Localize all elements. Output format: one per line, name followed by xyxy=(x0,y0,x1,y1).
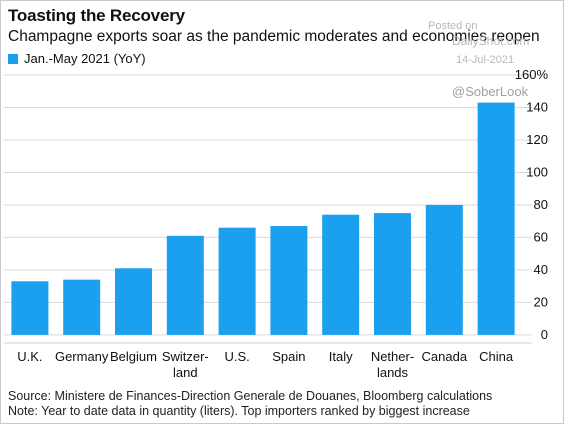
x-tick-label: Italy xyxy=(329,349,353,364)
footer: Source: Ministere de Finances-Direction … xyxy=(8,389,492,419)
bar xyxy=(218,227,256,335)
x-tick-label: Belgium xyxy=(110,349,157,364)
watermark-handle: @SoberLook xyxy=(452,84,529,99)
data-note: Note: Year to date data in quantity (lit… xyxy=(8,404,470,418)
chart-title: Toasting the Recovery xyxy=(8,6,185,25)
bar xyxy=(425,204,463,335)
bar xyxy=(322,214,360,335)
y-tick-label: 120 xyxy=(526,132,548,147)
chart-subtitle: Champagne exports soar as the pandemic m… xyxy=(8,28,540,45)
x-tick-label: Canada xyxy=(422,349,468,364)
bar xyxy=(115,268,152,335)
watermark-posted-on: Posted on xyxy=(428,20,478,32)
y-tick-label: 160% xyxy=(515,67,549,82)
x-tick-label: U.K. xyxy=(17,349,42,364)
watermark-site: DailyShot.com xyxy=(452,34,530,48)
y-tick-label: 0 xyxy=(541,327,548,342)
y-tick-label: 20 xyxy=(534,294,548,309)
x-tick-label: Switzer-land xyxy=(162,349,209,380)
bar xyxy=(270,226,308,335)
bar xyxy=(63,279,101,335)
x-tick-label: U.S. xyxy=(224,349,249,364)
x-tick-label: Germany xyxy=(55,349,109,364)
source-note: Source: Ministere de Finances-Direction … xyxy=(8,389,493,403)
x-tick-label: Nether-lands xyxy=(371,349,414,380)
y-tick-label: 80 xyxy=(534,197,548,212)
bar xyxy=(374,213,411,335)
bar xyxy=(11,281,49,335)
legend-label: Jan.-May 2021 (YoY) xyxy=(24,51,146,66)
y-tick-label: 40 xyxy=(534,262,548,277)
y-tick-label: 140 xyxy=(526,99,548,114)
x-tick-label: Spain xyxy=(272,349,305,364)
y-tick-label: 100 xyxy=(526,164,548,179)
bar xyxy=(477,102,515,335)
legend-swatch xyxy=(8,53,18,64)
x-tick-label: China xyxy=(479,349,514,364)
bar xyxy=(166,235,204,335)
watermark-date: 14-Jul-2021 xyxy=(456,54,515,66)
y-tick-label: 60 xyxy=(534,229,548,244)
legend: Jan.-May 2021 (YoY) xyxy=(8,51,146,66)
